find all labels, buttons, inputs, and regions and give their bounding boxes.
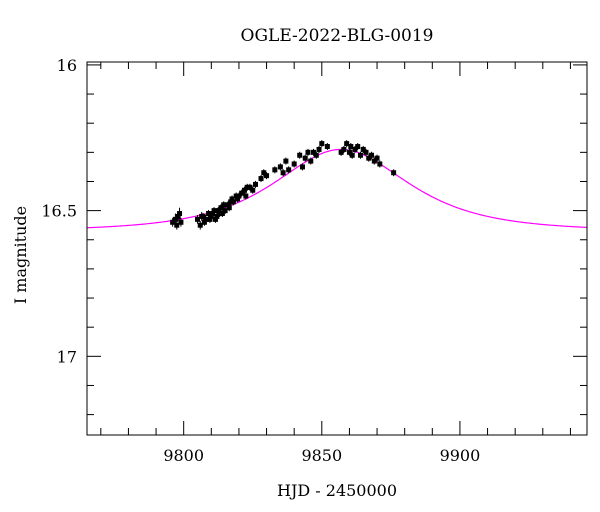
data-point: [219, 211, 225, 217]
data-point: [178, 219, 184, 225]
y-axis-label: I magnitude: [11, 206, 30, 304]
model-curve-layer: [86, 148, 588, 229]
data-point: [346, 149, 352, 155]
data-point: [230, 199, 236, 205]
data-point: [349, 152, 355, 158]
axes-layer: 9800 9850 9900 16 16.5 17: [41, 56, 588, 465]
data-point: [221, 202, 227, 208]
data-points-layer: [170, 140, 397, 230]
data-point: [297, 152, 303, 158]
model-curve: [86, 148, 588, 229]
data-point: [235, 196, 241, 202]
data-point: [316, 146, 322, 152]
chart-title: OGLE-2022-BLG-0019: [241, 26, 434, 46]
data-point: [212, 216, 218, 222]
plot-frame: [86, 61, 588, 436]
data-point: [200, 213, 206, 219]
data-point: [283, 158, 289, 164]
data-point: [217, 211, 223, 217]
data-point: [214, 213, 220, 219]
data-point: [215, 208, 221, 214]
data-point: [201, 219, 207, 225]
data-point: [243, 193, 249, 199]
y-tick-label: 17: [57, 347, 77, 366]
data-point: [207, 216, 213, 222]
data-point: [363, 149, 369, 155]
data-point: [357, 152, 363, 158]
data-point: [253, 181, 259, 187]
data-point: [208, 213, 214, 219]
data-point: [239, 190, 245, 196]
data-point: [197, 222, 203, 228]
data-point: [175, 213, 181, 219]
data-point: [225, 202, 231, 208]
data-point: [277, 164, 283, 170]
data-point: [391, 170, 397, 176]
data-point: [229, 196, 235, 202]
y-tick-label: 16.5: [41, 202, 77, 221]
x-tick-label: 9800: [163, 446, 204, 465]
x-tick-label: 9850: [301, 446, 342, 465]
data-point: [172, 216, 178, 222]
data-point: [360, 146, 366, 152]
data-point: [258, 176, 264, 182]
data-point: [226, 205, 232, 211]
data-point: [203, 216, 209, 222]
data-point: [377, 161, 383, 167]
data-point: [319, 141, 325, 147]
data-point: [228, 199, 234, 205]
data-point: [210, 211, 216, 217]
data-point: [291, 161, 297, 167]
data-point: [302, 155, 308, 161]
data-point: [369, 152, 375, 158]
x-tick-label: 9900: [440, 446, 481, 465]
data-point: [299, 164, 305, 170]
data-point: [311, 149, 317, 155]
data-point: [211, 208, 217, 214]
data-point: [305, 149, 311, 155]
data-point: [366, 155, 372, 161]
data-point: [272, 167, 278, 173]
data-point: [222, 208, 228, 214]
data-point: [218, 205, 224, 211]
data-point: [233, 193, 239, 199]
data-point: [352, 146, 358, 152]
data-point: [313, 152, 319, 158]
x-axis-label: HJD - 2450000: [277, 481, 397, 500]
data-point: [244, 184, 250, 190]
data-point: [355, 144, 361, 150]
data-point: [308, 158, 314, 164]
data-point: [170, 219, 176, 225]
data-point: [374, 155, 380, 161]
y-tick-label: 16: [57, 56, 77, 75]
data-point: [174, 222, 180, 228]
data-point: [348, 144, 354, 150]
data-point: [371, 158, 377, 164]
data-point: [338, 149, 344, 155]
data-point: [344, 141, 350, 147]
data-point: [286, 167, 292, 173]
data-point: [206, 211, 212, 217]
data-point: [250, 187, 256, 193]
data-point: [241, 187, 247, 193]
data-point: [261, 170, 267, 176]
data-point: [280, 170, 286, 176]
data-point: [236, 193, 242, 199]
data-point: [324, 144, 330, 150]
data-point: [264, 173, 270, 179]
data-point: [177, 211, 183, 217]
data-point: [341, 146, 347, 152]
data-point: [194, 216, 200, 222]
data-point: [247, 184, 253, 190]
